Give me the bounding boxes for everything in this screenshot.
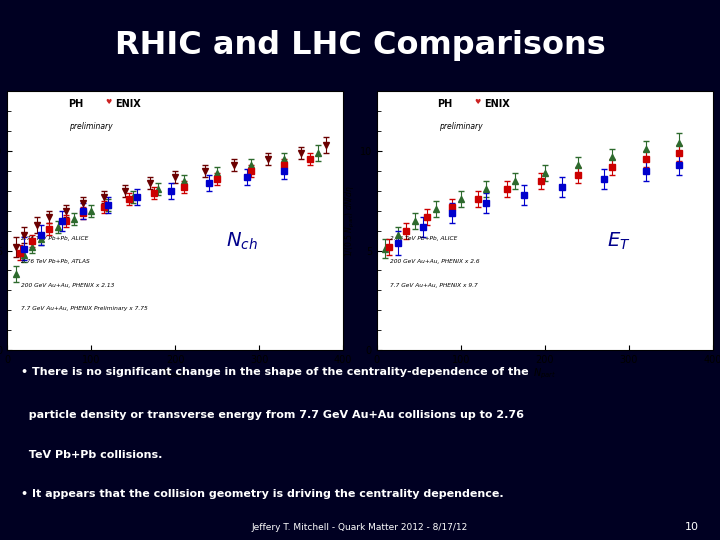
X-axis label: $N_{part}$: $N_{part}$ [533, 366, 557, 381]
Text: PH: PH [68, 99, 83, 109]
X-axis label: $N_{part}$: $N_{part}$ [163, 366, 187, 381]
Text: TeV Pb+Pb collisions.: TeV Pb+Pb collisions. [22, 450, 163, 460]
Y-axis label: $1/(0.5\ N_{part})\ dN/d\eta$: $1/(0.5\ N_{part})\ dN/d\eta$ [344, 185, 357, 256]
Text: ENIX: ENIX [485, 99, 510, 109]
Text: ♥: ♥ [474, 99, 481, 105]
Text: preliminary: preliminary [69, 123, 113, 131]
Text: Jeffery T. Mitchell - Quark Matter 2012 - 8/17/12: Jeffery T. Mitchell - Quark Matter 2012 … [252, 523, 468, 532]
Text: preliminary: preliminary [439, 123, 482, 131]
Text: $E_{T}$: $E_{T}$ [607, 231, 631, 252]
Text: $N_{ch}$: $N_{ch}$ [227, 231, 258, 252]
Text: PH: PH [437, 99, 453, 109]
Text: ENIX: ENIX [114, 99, 140, 109]
Text: 10: 10 [685, 522, 698, 532]
Text: 7.7 GeV Au+Au, PHENIX x 9.7: 7.7 GeV Au+Au, PHENIX x 9.7 [390, 283, 478, 288]
Text: 200 GeV Au+Au, PHENIX x 2.13: 200 GeV Au+Au, PHENIX x 2.13 [21, 283, 114, 288]
Text: 2.76 TeV Pb+Pb, ALICE: 2.76 TeV Pb+Pb, ALICE [390, 236, 458, 241]
Text: RHIC and LHC Comparisons: RHIC and LHC Comparisons [114, 30, 606, 62]
Text: particle density or transverse energy from 7.7 GeV Au+Au collisions up to 2.76: particle density or transverse energy fr… [22, 410, 524, 420]
Text: • It appears that the collision geometry is driving the centrality dependence.: • It appears that the collision geometry… [22, 489, 504, 498]
Text: 2.76 TeV Pb+Pb, ATLAS: 2.76 TeV Pb+Pb, ATLAS [21, 260, 89, 265]
Text: • There is no significant change in the shape of the centrality-dependence of th: • There is no significant change in the … [22, 367, 529, 377]
Text: 7.7 GeV Au+Au, PHENIX Preliminary x 7.75: 7.7 GeV Au+Au, PHENIX Preliminary x 7.75 [21, 306, 148, 311]
Text: 200 GeV Au+Au, PHENIX x 2.6: 200 GeV Au+Au, PHENIX x 2.6 [390, 260, 480, 265]
Text: ♥: ♥ [105, 99, 111, 105]
Text: 2.76 TeV Pb+Pb, ALICE: 2.76 TeV Pb+Pb, ALICE [21, 236, 88, 241]
